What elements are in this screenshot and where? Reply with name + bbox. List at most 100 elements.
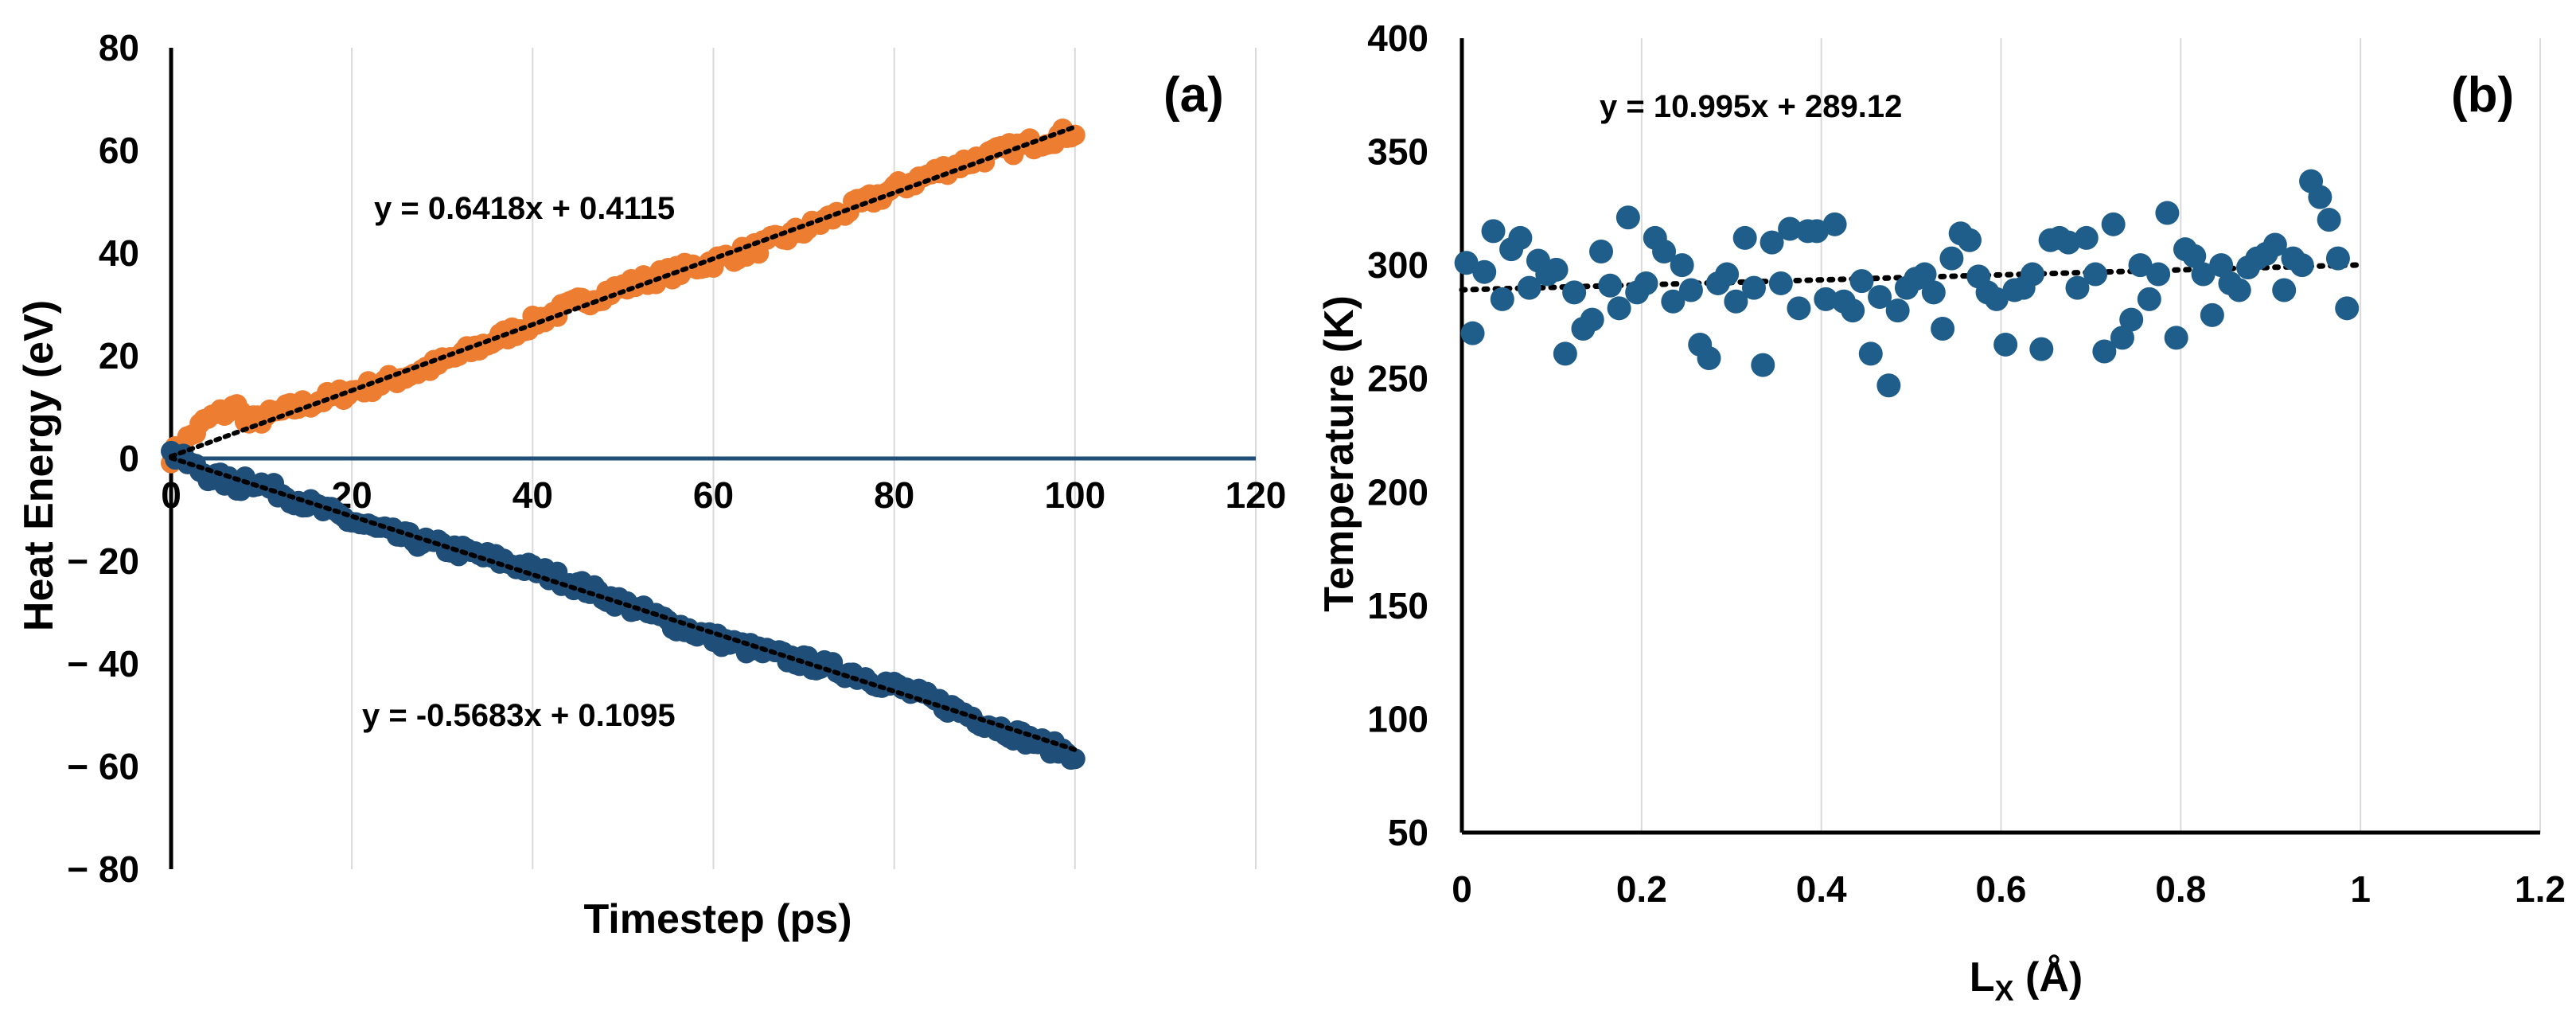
chart-a-point: [1064, 748, 1085, 770]
chart-b: 400 350 300 250 200 150 100 50 0 0.2 0.4 0.6 0.8 1 1.…: [1316, 18, 2566, 1007]
chart-b-point: [1741, 275, 1766, 300]
chart-b-x-tick-label: 1.2: [2515, 868, 2566, 910]
chart-b-x-axis-label-main: L: [1970, 954, 1995, 1001]
chart-b-point: [1678, 278, 1703, 302]
chart-b-x-ticks: 0 0.2 0.4 0.6 0.8 1 1.2: [1452, 868, 2566, 910]
chart-b-point: [1615, 205, 1640, 230]
chart-b-points: [1454, 169, 2360, 398]
chart-b-point: [1724, 289, 1748, 314]
chart-b-equation: y = 10.995x + 289.12: [1600, 89, 1902, 124]
chart-b-point: [2209, 253, 2234, 278]
chart-a-y-tick-label: 20: [99, 335, 139, 376]
chart-b-point: [1876, 373, 1901, 398]
chart-b-point: [1732, 225, 1757, 250]
chart-b-point: [1598, 273, 1623, 298]
chart-b-x-tick-label: 0.6: [1976, 868, 2027, 910]
chart-b-point: [1472, 259, 1497, 284]
chart-a-y-axis-label: Heat Energy (eV): [16, 300, 62, 631]
chart-b-point: [1885, 298, 1910, 323]
chart-b-point: [1751, 353, 1775, 377]
chart-b-point: [1993, 332, 2018, 357]
chart-b-point: [2101, 212, 2126, 236]
chart-a-trendlines: [169, 124, 1078, 752]
chart-b-point: [2200, 302, 2224, 327]
chart-b-point: [1787, 296, 1811, 321]
chart-b-point: [2021, 262, 2045, 287]
chart-a-x-tick-label: 120: [1226, 474, 1287, 516]
chart-a-y-tick-label: 0: [119, 438, 139, 479]
chart-b-point: [1805, 219, 1830, 244]
chart-b-point: [1562, 280, 1587, 305]
chart-b-x-tick-label: 0.4: [1796, 868, 1847, 910]
chart-b-point: [2110, 326, 2134, 350]
chart-b-x-tick-label: 0.8: [2155, 868, 2206, 910]
chart-b-y-ticks: 400 350 300 250 200 150 100 50: [1367, 18, 1428, 853]
chart-b-point: [2262, 232, 2287, 257]
chart-b-y-tick-label: 200: [1367, 471, 1428, 513]
chart-b-y-tick-label: 150: [1367, 585, 1428, 626]
chart-b-point: [1957, 228, 1982, 252]
chart-b-x-tick-label: 1: [2350, 868, 2371, 910]
chart-b-point: [2128, 253, 2153, 278]
chart-b-point: [1697, 346, 1721, 371]
chart-a-x-tick-label: 0: [161, 474, 181, 516]
chart-b-point: [2119, 307, 2144, 332]
chart-b-y-tick-label: 350: [1367, 131, 1428, 173]
chart-b-point: [1760, 230, 1784, 255]
chart-b-point: [2308, 185, 2332, 209]
chart-a-x-tick-label: 60: [693, 474, 734, 516]
chart-b-point: [2191, 262, 2216, 287]
chart-b-point: [1661, 289, 1686, 314]
chart-a-y-tick-label: − 20: [67, 540, 139, 582]
chart-b-point: [2227, 278, 2251, 302]
chart-b-point: [1912, 262, 1937, 287]
chart-b-point: [2065, 275, 2090, 300]
chart-b-x-axis-label-unit: (Å): [2014, 954, 2083, 1001]
chart-b-point: [2056, 230, 2081, 255]
chart-b-point: [1490, 287, 1514, 311]
chart-b-y-tick-label: 250: [1367, 358, 1428, 400]
chart-b-point: [2029, 337, 2054, 361]
chart-a-trendline: [169, 124, 1078, 459]
chart-b-y-tick-label: 300: [1367, 244, 1428, 286]
chart-b-x-tick-label: 0: [1452, 868, 1472, 910]
chart-b-y-tick-label: 50: [1388, 812, 1428, 853]
chart-b-point: [2092, 339, 2117, 364]
chart-b-point: [1822, 212, 1847, 236]
chart-b-point: [1589, 240, 1614, 264]
chart-b-point: [1634, 271, 1658, 295]
chart-b-point: [1868, 285, 1892, 310]
chart-b-point: [1931, 316, 1955, 341]
chart-b-gridlines: [1640, 38, 2541, 833]
chart-b-x-axis-label: LX (Å): [1970, 954, 2083, 1007]
chart-b-x-axis-label-sub: X: [1995, 974, 2014, 1007]
chart-b-point: [1580, 307, 1604, 332]
chart-b-x-tick-label: 0.2: [1616, 868, 1667, 910]
chart-b-point: [2335, 296, 2360, 321]
chart-a-eq-blue: y = -0.5683x + 0.1095: [362, 698, 676, 733]
chart-b-point: [1652, 240, 1677, 264]
chart-b-point: [1768, 271, 1793, 295]
chart-a-x-tick-label: 100: [1044, 474, 1105, 516]
chart-a-y-tick-label: − 40: [67, 643, 139, 685]
chart-b-point: [1607, 296, 1631, 321]
chart-b-point: [1454, 251, 1479, 275]
chart-a-panel-label: (a): [1163, 68, 1224, 123]
chart-a-x-tick-label: 80: [874, 474, 914, 516]
chart-b-y-tick-label: 400: [1367, 18, 1428, 59]
chart-b-point: [2182, 244, 2207, 268]
chart-b-point: [2146, 262, 2171, 287]
chart-a-y-tick-label: 60: [99, 130, 139, 171]
chart-b-point: [1939, 246, 1964, 271]
chart-a-x-tick-label: 40: [512, 474, 553, 516]
chart-b-point: [1841, 298, 1865, 323]
chart-b-point: [2083, 262, 2108, 287]
chart-a-eq-orange: y = 0.6418x + 0.4115: [374, 191, 675, 226]
chart-a-x-axis-label: Timestep (ps): [583, 896, 852, 942]
chart-a-y-tick-label: 80: [99, 27, 139, 68]
chart-b-point: [1481, 219, 1506, 244]
chart-b-point: [1858, 341, 1883, 366]
chart-b-point: [1460, 321, 1485, 345]
chart-b-panel-label: (b): [2451, 68, 2514, 123]
